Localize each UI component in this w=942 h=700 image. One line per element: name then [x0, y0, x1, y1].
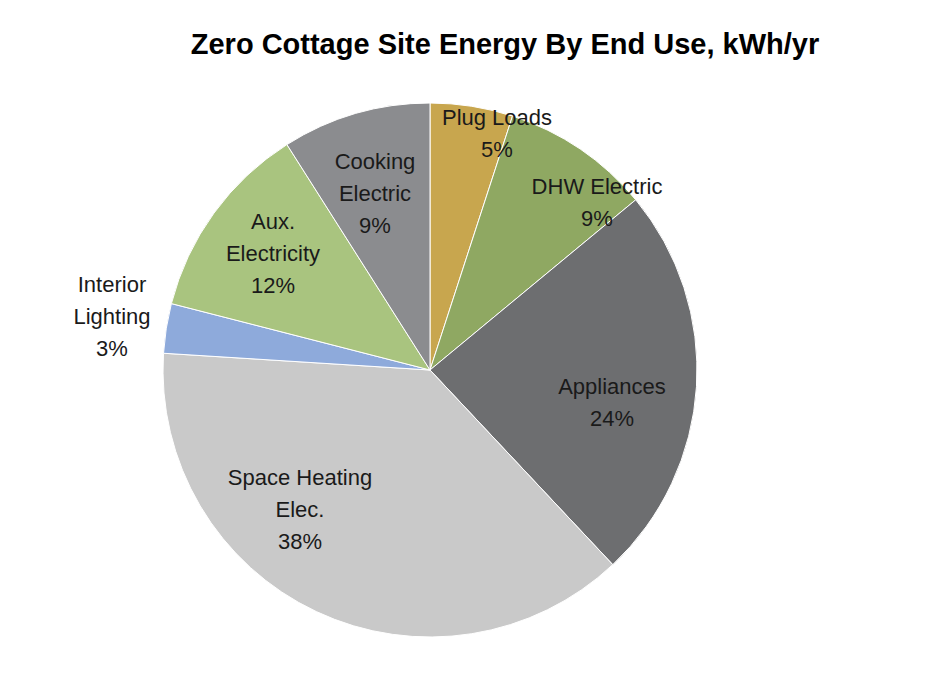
category-label: DHW Electric — [532, 174, 663, 199]
chart-svg: Zero Cottage Site Energy By End Use, kWh… — [0, 0, 942, 700]
value-label: 5% — [481, 137, 513, 162]
category-label: Interior — [78, 272, 146, 297]
category-label: Electric — [339, 181, 411, 206]
category-label: Elec. — [276, 497, 325, 522]
value-label: 3% — [96, 336, 128, 361]
category-label: Cooking — [335, 149, 416, 174]
pie-slice — [287, 103, 430, 370]
slice-label: Aux. Electricity 12% — [226, 209, 320, 298]
pie-group — [163, 103, 697, 637]
value-label: 9% — [359, 213, 391, 238]
category-label: Aux. — [251, 209, 295, 234]
slice-label: DHW Electric 9% — [532, 174, 663, 231]
category-label: Lighting — [73, 304, 150, 329]
value-label: 9% — [581, 206, 613, 231]
value-label: 24% — [590, 406, 634, 431]
slice-label: Cooking Electric 9% — [335, 149, 416, 238]
chart-title: Zero Cottage Site Energy By End Use, kWh… — [191, 28, 819, 60]
value-label: 38% — [278, 529, 322, 554]
slice-label: Appliances 24% — [558, 374, 666, 431]
slice-label: Plug Loads 5% — [442, 105, 552, 162]
slice-label: Space Heating Elec. 38% — [228, 465, 372, 554]
category-label: Plug Loads — [442, 105, 552, 130]
category-label: Space Heating — [228, 465, 372, 490]
category-label: Appliances — [558, 374, 666, 399]
label-group: Plug Loads 5% DHW Electric 9% Appliances 24% S… — [73, 105, 665, 554]
slice-label: Interior Lighting 3% — [73, 272, 150, 361]
value-label: 12% — [251, 273, 295, 298]
pie-slice — [163, 353, 613, 637]
category-label: Electricity — [226, 241, 320, 266]
